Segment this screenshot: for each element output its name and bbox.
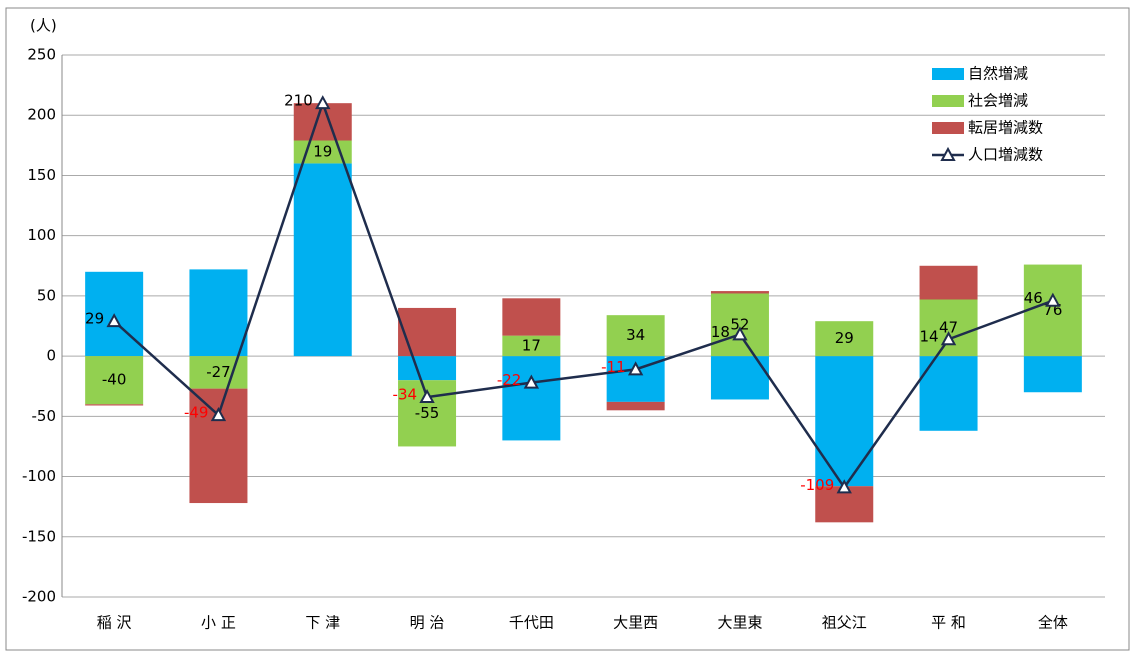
data-label: -55 <box>415 404 440 422</box>
legend-marker <box>940 146 956 161</box>
bar-segment <box>189 356 248 389</box>
data-label: 29 <box>835 329 854 347</box>
y-tick-label: -50 <box>32 407 57 425</box>
data-label: 29 <box>85 310 104 328</box>
legend-label: 人口増減数 <box>968 146 1043 164</box>
line-marker <box>523 374 540 389</box>
x-tick-label: 平 和 <box>931 614 966 632</box>
bar-segment <box>815 356 874 487</box>
data-label: 17 <box>522 336 541 354</box>
legend-swatch <box>932 122 964 134</box>
bar-segment <box>189 269 248 357</box>
line-marker <box>419 388 435 404</box>
bar-segment <box>502 298 561 336</box>
data-label: 46 <box>1024 289 1043 307</box>
line <box>113 99 1054 490</box>
y-tick-label: -200 <box>22 588 56 606</box>
line-marker <box>315 95 331 110</box>
bar-segment <box>606 315 665 357</box>
bar-segment <box>398 307 457 357</box>
data-label: 210 <box>284 92 313 110</box>
x-tick-label: 大里西 <box>613 614 658 632</box>
bar-segment <box>710 291 769 294</box>
y-axis-label: (人) <box>30 17 57 35</box>
y-tick-label: 250 <box>27 46 56 64</box>
legend-swatch <box>932 68 964 80</box>
y-tick-label: -100 <box>22 467 56 485</box>
x-tick-label: 明 治 <box>410 614 445 632</box>
bar-segment <box>919 265 978 300</box>
bar-segment <box>293 163 352 357</box>
data-label: -22 <box>497 371 522 389</box>
bar-segment <box>606 401 665 411</box>
data-label: 14 <box>919 328 938 346</box>
legend-label: 転居増減数 <box>968 119 1043 137</box>
line-marker <box>940 331 957 346</box>
y-tick-label: 200 <box>27 106 56 124</box>
legend-label: 社会増減 <box>968 92 1028 110</box>
bar-segment <box>502 335 561 357</box>
data-label: 18 <box>711 323 730 341</box>
data-label: 34 <box>626 326 645 344</box>
line-marker <box>106 313 122 328</box>
data-label: -109 <box>800 476 834 494</box>
line-marker <box>210 407 227 422</box>
line-marker <box>1045 292 1061 307</box>
bar-segment <box>710 293 769 357</box>
bar-segment <box>815 321 874 357</box>
data-label: -27 <box>206 363 231 381</box>
bar-segment <box>1023 264 1082 357</box>
bar-segment <box>85 356 144 405</box>
data-label: -49 <box>184 404 209 422</box>
data-label: 47 <box>939 318 958 336</box>
data-label: -11 <box>601 358 626 376</box>
y-tick-label: 100 <box>27 226 56 244</box>
x-tick-label: 千代田 <box>509 614 554 632</box>
x-tick-label: 全体 <box>1038 614 1068 632</box>
bar-segment <box>398 356 457 381</box>
y-tick-label: -150 <box>22 527 56 545</box>
legend-swatch <box>932 95 964 107</box>
line-marker <box>836 479 852 494</box>
line-marker <box>732 326 748 341</box>
data-label: 19 <box>313 142 332 160</box>
y-tick-label: 150 <box>27 166 56 184</box>
data-label: -40 <box>102 371 127 389</box>
x-tick-label: 稲 沢 <box>97 614 132 632</box>
bar-segment <box>85 404 144 406</box>
x-tick-label: 祖父江 <box>822 614 867 632</box>
bar-segment <box>502 356 561 441</box>
legend-label: 自然増減 <box>968 65 1028 83</box>
y-tick-label: 0 <box>46 347 56 365</box>
x-tick-label: 下 津 <box>305 614 340 632</box>
data-label: -34 <box>393 386 418 404</box>
bar-segment <box>293 103 352 141</box>
bar-segment <box>1023 356 1082 393</box>
data-label: 52 <box>730 315 749 333</box>
x-tick-label: 大里東 <box>717 614 762 632</box>
bar-segment <box>919 299 978 357</box>
y-tick-label: 50 <box>37 286 56 304</box>
x-tick-label: 小 正 <box>201 614 236 632</box>
line-marker <box>627 361 644 376</box>
